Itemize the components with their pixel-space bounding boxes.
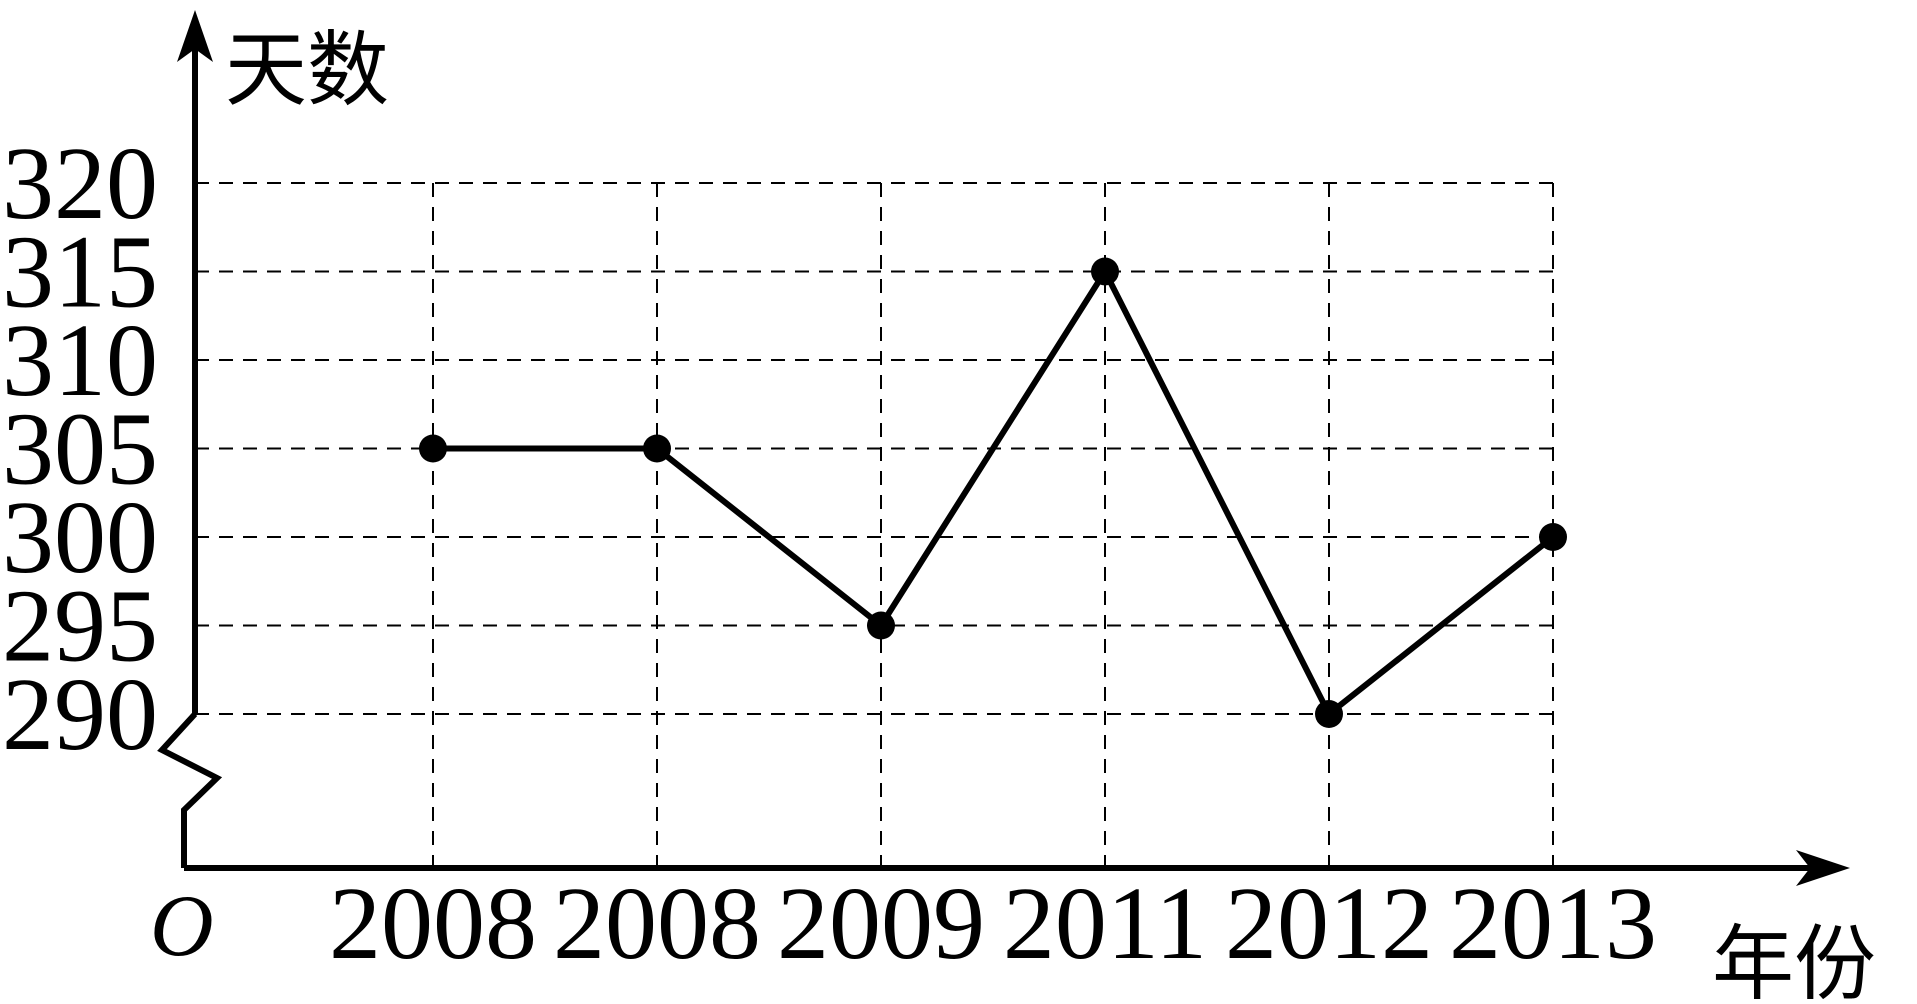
- data-point: [1315, 700, 1343, 728]
- x-tick-label: 2009: [777, 866, 985, 981]
- y-tick-label: 315: [2, 215, 158, 330]
- y-tick-label: 320: [2, 126, 158, 241]
- x-axis-title: 年份: [1712, 917, 1876, 1004]
- y-tick-label: 295: [2, 569, 158, 684]
- y-tick-label: 300: [2, 480, 158, 595]
- y-axis-arrowhead: [177, 10, 213, 62]
- data-point: [643, 434, 671, 463]
- series-layer: [419, 257, 1567, 728]
- origin-label: O: [150, 878, 214, 975]
- y-axis-title: 天数: [225, 23, 389, 118]
- data-point: [1539, 523, 1567, 551]
- grid-lines: [195, 182, 1555, 868]
- axes: [157, 10, 1850, 886]
- data-point: [419, 434, 447, 463]
- x-tick-label: 2011: [1003, 866, 1207, 981]
- x-axis-arrowhead: [1796, 850, 1850, 886]
- series-line: [433, 265, 1555, 719]
- y-tick-label: 305: [2, 392, 158, 507]
- data-point: [867, 611, 895, 640]
- y-tick-label: 310: [2, 303, 158, 418]
- x-tick-label: 2008: [329, 866, 537, 981]
- y-tick-label: 290: [2, 657, 158, 772]
- x-tick-label: 2008: [553, 866, 761, 981]
- data-point: [1091, 257, 1119, 286]
- x-tick-label: 2013: [1449, 866, 1657, 981]
- y-axis-break: [157, 711, 223, 868]
- x-tick-label: 2012: [1225, 866, 1433, 981]
